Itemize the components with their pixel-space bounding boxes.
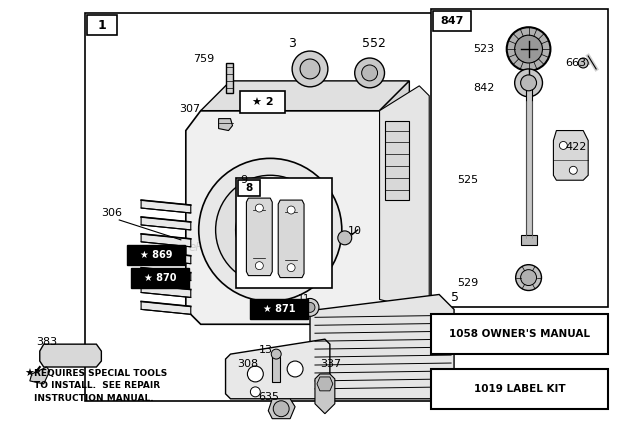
Text: 10: 10 <box>348 226 361 236</box>
Text: 635: 635 <box>259 392 280 402</box>
Bar <box>526 89 531 238</box>
Bar <box>432 9 608 308</box>
Text: ★ 871: ★ 871 <box>263 305 296 314</box>
Bar <box>432 314 608 354</box>
Polygon shape <box>246 198 272 275</box>
Polygon shape <box>141 251 191 264</box>
Polygon shape <box>141 302 191 314</box>
Text: 525: 525 <box>457 175 478 185</box>
Text: ★ 870: ★ 870 <box>144 272 176 283</box>
Polygon shape <box>186 111 394 324</box>
Circle shape <box>292 51 328 87</box>
Text: 5: 5 <box>451 291 459 305</box>
Text: 759: 759 <box>193 54 214 64</box>
Circle shape <box>273 401 289 417</box>
Text: 552: 552 <box>361 37 386 50</box>
Text: 847: 847 <box>440 16 464 26</box>
Bar <box>241 91 285 113</box>
Text: REQUIRES SPECIAL TOOLS
TO INSTALL.  SEE REPAIR
INSTRUCTION MANUAL.: REQUIRES SPECIAL TOOLS TO INSTALL. SEE R… <box>34 369 167 403</box>
Circle shape <box>300 59 320 79</box>
Polygon shape <box>30 367 50 384</box>
Circle shape <box>199 158 342 302</box>
Circle shape <box>287 361 303 377</box>
Bar <box>272 357 280 382</box>
Polygon shape <box>141 234 191 247</box>
Bar <box>131 268 188 287</box>
Polygon shape <box>310 294 454 399</box>
Polygon shape <box>219 119 232 130</box>
Circle shape <box>305 302 315 312</box>
Bar <box>384 121 409 200</box>
Text: ★ 869: ★ 869 <box>140 250 172 260</box>
Text: 13: 13 <box>259 345 272 355</box>
Circle shape <box>216 175 325 284</box>
Bar <box>250 299 308 319</box>
Polygon shape <box>141 217 191 230</box>
Text: 1058 OWNER'S MANUAL: 1058 OWNER'S MANUAL <box>449 329 590 339</box>
Text: 307: 307 <box>179 104 200 114</box>
Polygon shape <box>141 268 191 281</box>
Polygon shape <box>141 200 191 213</box>
Circle shape <box>515 35 542 63</box>
Circle shape <box>250 387 260 397</box>
Text: eReplacementParts.com: eReplacementParts.com <box>188 241 332 254</box>
Circle shape <box>521 75 536 91</box>
Text: 383: 383 <box>36 337 57 347</box>
Polygon shape <box>268 399 295 419</box>
Circle shape <box>361 65 378 81</box>
Polygon shape <box>226 339 330 399</box>
Text: 422: 422 <box>565 142 587 152</box>
Bar <box>236 178 332 287</box>
Polygon shape <box>278 200 304 278</box>
Text: 8: 8 <box>246 183 253 193</box>
Polygon shape <box>315 374 335 414</box>
Text: 306: 306 <box>101 208 122 218</box>
Polygon shape <box>141 284 191 297</box>
Bar <box>432 369 608 409</box>
Bar <box>86 13 433 401</box>
Text: 842: 842 <box>473 83 494 93</box>
Text: 9: 9 <box>241 175 247 185</box>
Text: 529: 529 <box>457 278 478 287</box>
Polygon shape <box>379 81 409 309</box>
Bar <box>87 15 117 35</box>
Bar <box>521 235 536 245</box>
Circle shape <box>287 206 295 214</box>
Circle shape <box>516 265 541 290</box>
Circle shape <box>255 204 264 212</box>
Polygon shape <box>554 130 588 180</box>
Circle shape <box>515 69 542 97</box>
Circle shape <box>355 58 384 88</box>
Text: 3: 3 <box>288 37 296 50</box>
Circle shape <box>301 299 319 316</box>
Circle shape <box>507 27 551 71</box>
Text: 1: 1 <box>98 19 107 32</box>
Circle shape <box>287 264 295 272</box>
Text: 308: 308 <box>237 359 259 369</box>
Polygon shape <box>201 81 409 111</box>
Text: 11: 11 <box>298 294 310 305</box>
Text: 523: 523 <box>473 44 494 54</box>
Bar <box>127 245 185 265</box>
Text: ★ 2: ★ 2 <box>252 97 273 107</box>
Circle shape <box>236 195 305 265</box>
Bar <box>433 11 471 31</box>
Circle shape <box>569 166 577 174</box>
Circle shape <box>255 262 264 270</box>
Text: 663: 663 <box>565 58 587 68</box>
Text: ★: ★ <box>24 369 34 379</box>
Bar <box>239 180 260 196</box>
Text: 1019 LABEL KIT: 1019 LABEL KIT <box>474 384 565 394</box>
Polygon shape <box>40 344 101 367</box>
Circle shape <box>247 366 264 382</box>
Circle shape <box>272 349 281 359</box>
Circle shape <box>578 58 588 68</box>
Circle shape <box>338 231 352 245</box>
Circle shape <box>521 270 536 286</box>
Polygon shape <box>317 377 333 391</box>
Polygon shape <box>379 86 429 309</box>
Bar <box>226 63 232 93</box>
Circle shape <box>559 142 567 149</box>
Text: 337: 337 <box>320 359 341 369</box>
